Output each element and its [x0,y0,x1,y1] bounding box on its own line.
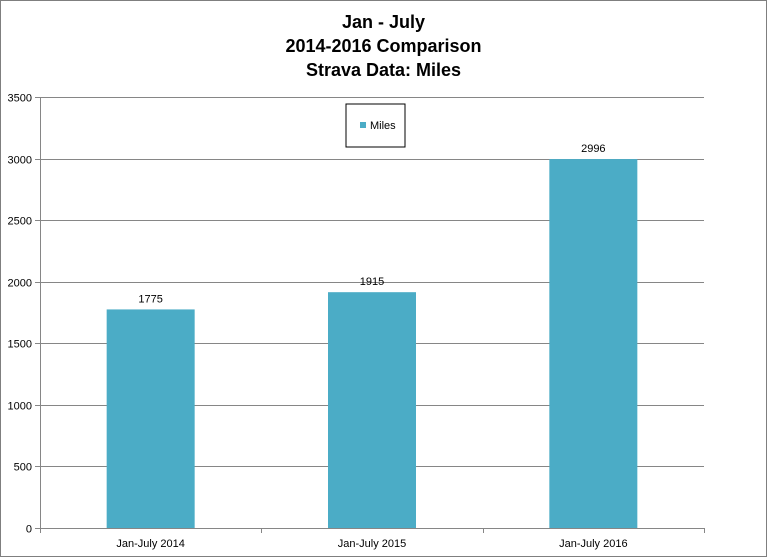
labels: 0 500 1000 1500 2000 2500 3000 3500 1775 Jan-July… [8,93,628,551]
legend-box [345,103,406,148]
legend-swatch [360,122,366,128]
legend: Miles [345,103,406,148]
y-tick-label: 0 [26,524,32,536]
y-tick-label: 3000 [8,155,32,167]
y-tick-label: 3500 [8,93,32,105]
chart-title-line-2: 2014-2016 Comparison [285,36,482,56]
chart-title-line-1: Jan - July [341,12,426,32]
chart-title: Jan - July 2014-2016 Comparison Strava D… [0,10,767,82]
y-tick-label: 1500 [8,339,32,351]
legend-label: Miles [370,120,396,132]
y-tick-label: 2500 [8,216,32,228]
bar [106,309,195,528]
bar [549,159,638,528]
chart-title-line-3: Strava Data: Miles [305,60,462,80]
y-tick-label: 2000 [8,278,32,290]
bar-data-label: 1915 [360,276,384,288]
bars [106,159,638,528]
x-tick-label: Jan-July 2016 [559,538,628,550]
x-tick-label: Jan-July 2014 [116,538,185,550]
axes [35,97,705,533]
bar-data-label: 2996 [581,143,605,155]
y-tick-label: 500 [14,462,32,474]
bar [328,292,416,528]
x-tick-label: Jan-July 2015 [338,538,407,550]
y-tick-label: 1000 [8,401,32,413]
bar-data-label: 1775 [138,293,162,305]
